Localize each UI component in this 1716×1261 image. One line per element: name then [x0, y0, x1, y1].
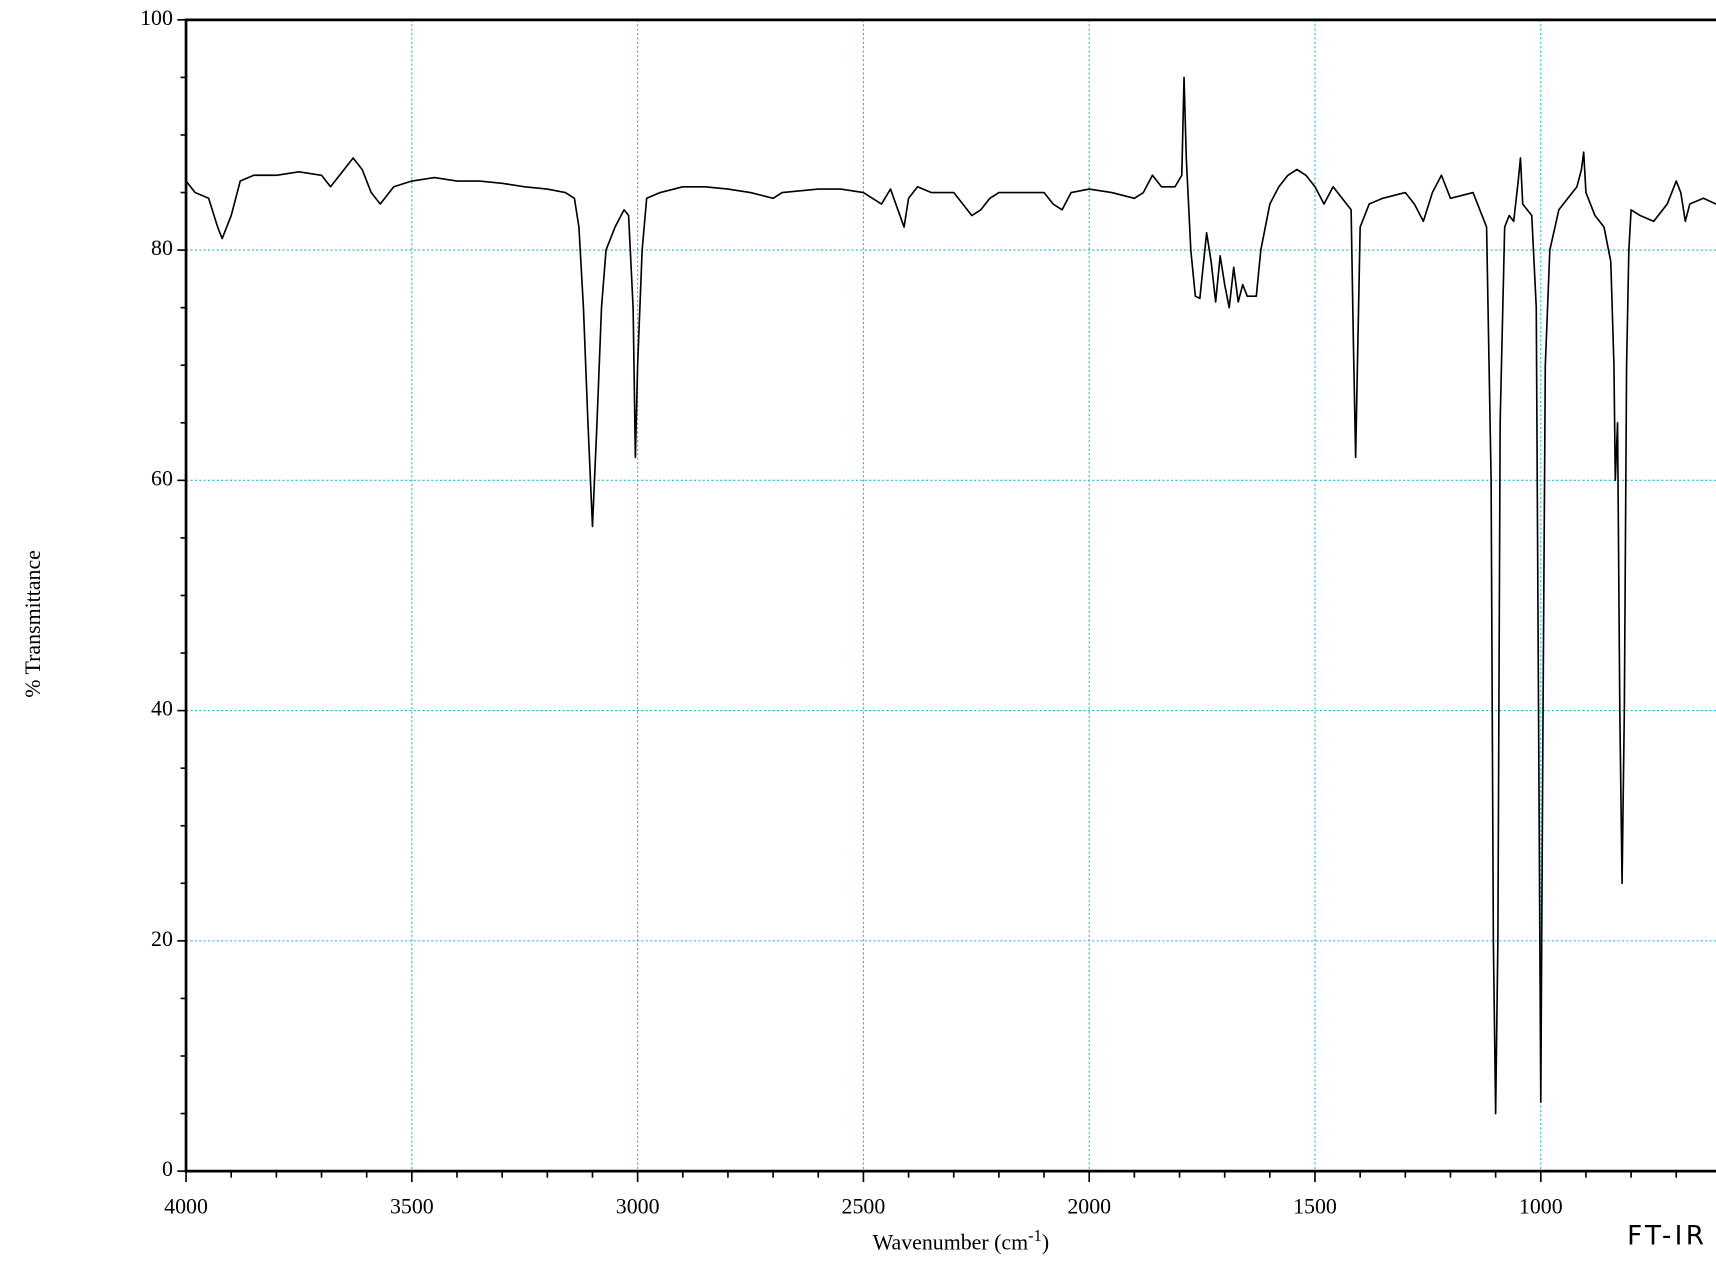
x-tick-label: 2000	[1067, 1194, 1111, 1218]
y-axis-label: % Transmittance	[21, 550, 45, 698]
plot-frame	[184, 18, 1716, 1173]
x-label-text: Wavenumber (cm	[873, 1230, 1029, 1254]
x-tick-label: 1000	[1519, 1194, 1563, 1218]
spectrum-line	[185, 76, 1716, 1115]
x-label-sup: -1	[1028, 1226, 1042, 1245]
x-tick-label: 3500	[390, 1194, 434, 1218]
y-tick-label: 20	[151, 927, 173, 951]
x-axis-label: Wavenumber (cm-1)	[873, 1226, 1050, 1255]
y-tick-label: 60	[151, 466, 173, 490]
y-tick-label: 40	[151, 697, 173, 721]
y-tick-label: 0	[162, 1157, 173, 1181]
y-tick-label: 100	[140, 6, 173, 30]
y-tick-label: 80	[151, 236, 173, 260]
x-tick-label: 2500	[842, 1194, 886, 1218]
annotation: FT-IR	[1627, 1221, 1707, 1251]
x-label-close: )	[1042, 1230, 1049, 1254]
x-tick-label: 3000	[616, 1194, 660, 1218]
x-tick-label: 4000	[164, 1194, 208, 1218]
x-tick-label: 1500	[1293, 1194, 1337, 1218]
